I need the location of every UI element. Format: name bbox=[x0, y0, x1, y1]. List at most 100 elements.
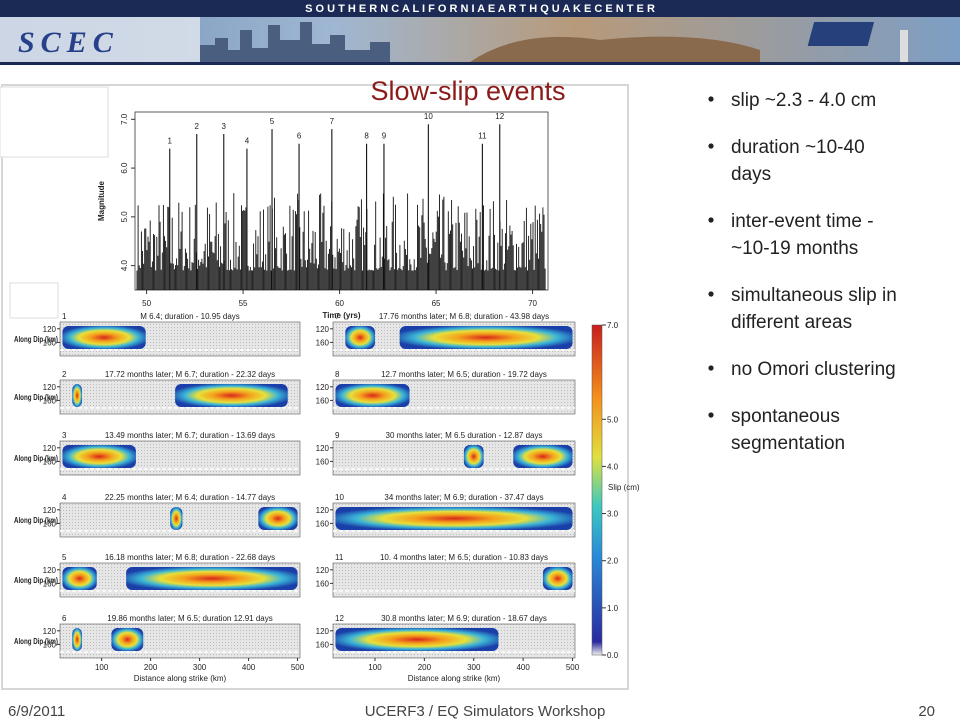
x-tick-label: 400 bbox=[242, 663, 256, 672]
y-tick-label: 5.0 bbox=[120, 211, 129, 223]
y-tick-label: 120 bbox=[43, 383, 57, 392]
y-tick-label: 6.0 bbox=[120, 162, 129, 174]
panel-number: 11 bbox=[335, 553, 344, 562]
slip-patch bbox=[72, 384, 83, 407]
panel-number: 2 bbox=[62, 370, 67, 379]
slip-patch bbox=[335, 628, 499, 651]
slip-patch bbox=[72, 628, 83, 651]
hills bbox=[470, 36, 760, 62]
bullet-dot bbox=[708, 291, 714, 297]
blank-box bbox=[0, 86, 109, 158]
y-tick-label: 160 bbox=[43, 519, 57, 528]
slip-panel bbox=[332, 562, 576, 598]
event-label: 3 bbox=[222, 122, 227, 131]
bullet-text: no Omori clustering bbox=[731, 359, 896, 380]
bullet-text: duration ~10-40 bbox=[731, 137, 865, 158]
panel-number: 12 bbox=[335, 614, 344, 623]
y-tick-label: 120 bbox=[43, 506, 57, 515]
x-axis-label: Time (yrs) bbox=[322, 311, 360, 320]
event-label: 5 bbox=[270, 117, 275, 126]
slip-patch bbox=[62, 567, 97, 590]
event-label: 2 bbox=[195, 122, 200, 131]
y-axis-label: Magnitude bbox=[97, 180, 106, 221]
y-tick-label: 160 bbox=[316, 519, 330, 528]
y-tick-label: 160 bbox=[316, 457, 330, 466]
slip-patch bbox=[175, 384, 288, 407]
bullet-dot bbox=[708, 143, 714, 149]
x-tick-label: 200 bbox=[144, 663, 158, 672]
slip-patch bbox=[399, 326, 573, 349]
panel-caption: 34 months later; M 6.9; duration - 37.47… bbox=[384, 493, 543, 502]
slip-patch bbox=[62, 326, 146, 349]
slip-patch bbox=[542, 567, 573, 590]
y-tick-label: 160 bbox=[316, 640, 330, 649]
bullet-dot bbox=[708, 96, 714, 102]
colorbar-tick-label: 3.0 bbox=[607, 510, 619, 519]
colorbar-tick-label: 7.0 bbox=[607, 321, 619, 330]
x-tick-label: 70 bbox=[528, 299, 537, 308]
y-tick-label: 160 bbox=[316, 579, 330, 588]
x-axis-label: Distance along strike (km) bbox=[408, 674, 501, 683]
colorbar-tick-label: 0.0 bbox=[607, 651, 619, 660]
bullet-text: spontaneous bbox=[731, 406, 840, 427]
event-label: 4 bbox=[245, 137, 250, 146]
y-tick-label: 120 bbox=[316, 383, 330, 392]
bullet-dot bbox=[708, 365, 714, 371]
panel-caption: 12.7 months later; M 6.5; duration - 19.… bbox=[381, 370, 547, 379]
bullet-dot bbox=[708, 217, 714, 223]
x-tick-label: 300 bbox=[193, 663, 207, 672]
event-label: 1 bbox=[168, 137, 173, 146]
colorbar-tick-label: 2.0 bbox=[607, 557, 619, 566]
slip-patch bbox=[170, 507, 183, 530]
colorbar-label: Slip (cm) bbox=[608, 483, 640, 492]
solar-panel bbox=[807, 22, 875, 46]
bullet-text: inter-event time - bbox=[731, 211, 874, 232]
y-tick-label: 160 bbox=[316, 338, 330, 347]
y-tick-label: 4.0 bbox=[120, 260, 129, 272]
x-tick-label: 100 bbox=[95, 663, 109, 672]
panel-caption: 19.86 months later; M 6.5; duration 12.9… bbox=[107, 614, 272, 623]
panel-caption: 16.18 months later; M 6.8; duration - 22… bbox=[105, 553, 275, 562]
bullet-text: ~10-19 months bbox=[731, 238, 858, 259]
bullet-text: slip ~2.3 - 4.0 cm bbox=[731, 90, 876, 111]
slip-patch bbox=[463, 445, 484, 468]
footer-page: 20 bbox=[918, 703, 935, 720]
slip-patch bbox=[258, 507, 298, 530]
panel-caption: 22.25 months later; M 6.4; duration - 14… bbox=[105, 493, 275, 502]
y-tick-label: 120 bbox=[316, 627, 330, 636]
x-tick-label: 50 bbox=[142, 299, 151, 308]
y-tick-label: 120 bbox=[316, 444, 330, 453]
bullet-text: days bbox=[731, 164, 771, 185]
y-axis-label: Along Dip (km) bbox=[14, 516, 58, 525]
event-label: 9 bbox=[382, 132, 387, 141]
bullet-text: segmentation bbox=[731, 433, 845, 454]
slip-panel bbox=[59, 623, 301, 659]
panel-number: 3 bbox=[62, 431, 67, 440]
y-axis-label: Along Dip (km) bbox=[14, 393, 58, 402]
panel-caption: 30.8 months later; M 6.9; duration - 18.… bbox=[381, 614, 547, 623]
slip-patch bbox=[345, 326, 375, 349]
panel-caption: 30 months later; M 6.5 duration - 12.87 … bbox=[386, 431, 543, 440]
slip-patch bbox=[111, 628, 144, 651]
slip-patch bbox=[335, 384, 410, 407]
y-tick-label: 120 bbox=[43, 325, 57, 334]
bullet-list: slip ~2.3 - 4.0 cm duration ~10-40 days int… bbox=[708, 90, 897, 454]
y-tick-label: 160 bbox=[43, 579, 57, 588]
x-tick-label: 500 bbox=[566, 663, 580, 672]
y-tick-label: 120 bbox=[316, 506, 330, 515]
y-tick-label: 7.0 bbox=[120, 113, 129, 125]
panel-number: 1 bbox=[62, 312, 67, 321]
panel-caption: 17.72 months later; M 6.7; duration - 22… bbox=[105, 370, 275, 379]
y-tick-label: 160 bbox=[43, 338, 57, 347]
panel-caption: 13.49 months later; M 6.7; duration - 13… bbox=[105, 431, 275, 440]
y-axis-label: Along Dip (km) bbox=[14, 454, 58, 463]
event-label: 8 bbox=[364, 132, 369, 141]
slide-title: Slow-slip events bbox=[370, 76, 565, 106]
panel-caption: 10. 4 months later; M 6.5; duration - 10… bbox=[380, 553, 548, 562]
y-tick-label: 120 bbox=[43, 566, 57, 575]
x-tick-label: 500 bbox=[291, 663, 305, 672]
y-tick-label: 160 bbox=[43, 457, 57, 466]
